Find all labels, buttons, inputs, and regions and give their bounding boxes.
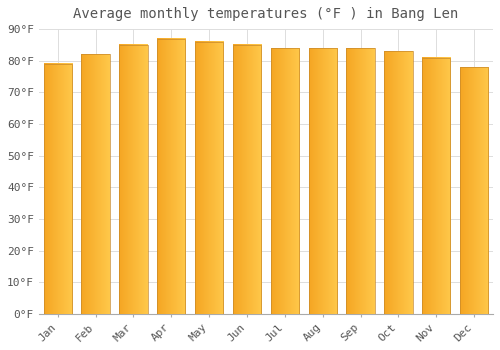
Bar bbox=[270, 48, 299, 314]
Bar bbox=[82, 54, 110, 314]
Bar bbox=[384, 51, 412, 314]
Bar bbox=[195, 42, 224, 314]
Bar bbox=[119, 45, 148, 314]
Bar bbox=[233, 45, 261, 314]
Bar bbox=[308, 48, 337, 314]
Bar bbox=[346, 48, 375, 314]
Bar bbox=[44, 64, 72, 314]
Bar bbox=[460, 67, 488, 314]
Bar bbox=[157, 38, 186, 314]
Title: Average monthly temperatures (°F ) in Bang Len: Average monthly temperatures (°F ) in Ba… bbox=[74, 7, 458, 21]
Bar bbox=[422, 57, 450, 314]
